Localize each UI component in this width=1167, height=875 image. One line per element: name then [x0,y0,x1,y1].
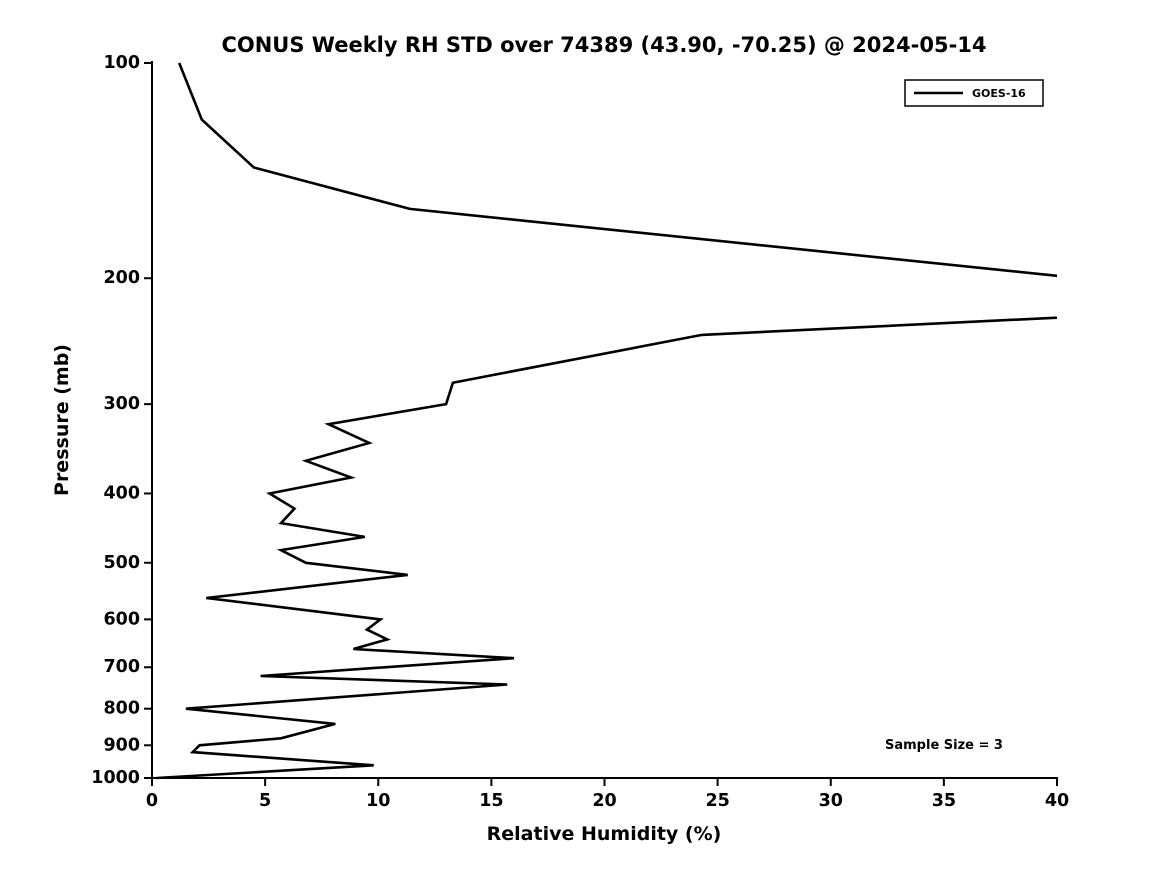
y-tick-label: 100 [103,53,140,73]
y-tick-label: 600 [103,609,140,629]
x-tick-label: 20 [592,791,616,811]
x-axis-label: Relative Humidity (%) [487,823,722,845]
y-tick-label: 300 [103,394,140,414]
legend: GOES-16 [904,79,1044,107]
goes16-series-line [156,62,1057,780]
chart-title: CONUS Weekly RH STD over 74389 (43.90, -… [221,33,986,57]
x-tick-label: 35 [932,791,956,811]
y-tick-label: 500 [103,553,140,573]
x-tick-label: 40 [1045,791,1069,811]
y-tick-label: 700 [103,657,140,677]
y-tick-label: 400 [103,483,140,503]
legend-series-label: GOES-16 [972,87,1026,100]
x-tick-label: 10 [366,791,390,811]
y-axis-ticks: 100 200 300 400 500 600 700 800 900 1000 [91,53,152,788]
y-tick-label: 800 [103,699,140,719]
x-tick-label: 0 [146,791,158,811]
x-tick-label: 30 [819,791,843,811]
y-tick-label: 900 [103,735,140,755]
y-axis-label: Pressure (mb) [51,344,73,496]
y-tick-label: 1000 [91,768,140,788]
y-tick-label: 200 [103,268,140,288]
x-axis-ticks: 0 5 10 15 20 25 30 35 40 [146,778,1069,811]
x-tick-label: 25 [705,791,729,811]
x-tick-label: 5 [259,791,271,811]
x-tick-label: 15 [479,791,503,811]
sample-size-annotation: Sample Size = 3 [885,738,1003,753]
